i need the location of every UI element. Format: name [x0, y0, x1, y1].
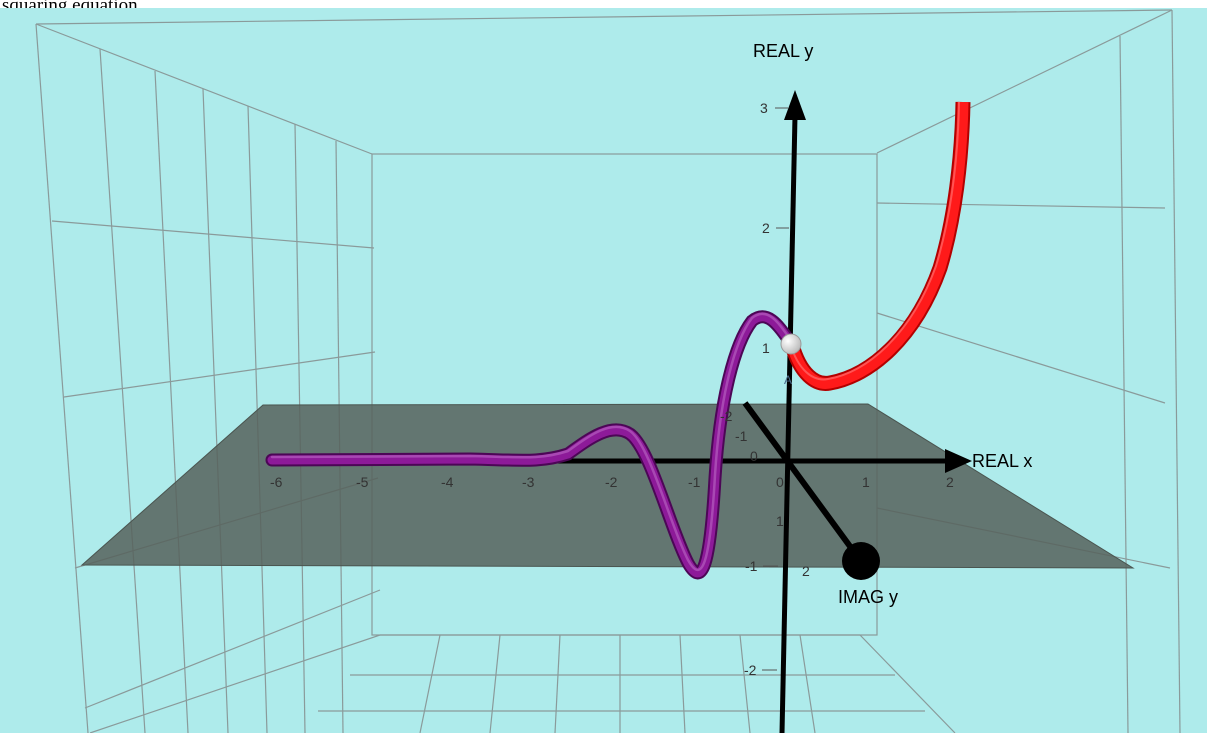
point-a[interactable]	[780, 333, 802, 355]
tick-x-neg4: -4	[441, 474, 454, 490]
tick-iy-0: 0	[750, 448, 758, 464]
background	[0, 8, 1207, 733]
real-y-axis-label: REAL y	[753, 41, 813, 61]
grid-box	[35, 9, 1181, 733]
xy-plane	[80, 403, 1135, 569]
tick-iy-neg2: -2	[720, 408, 733, 424]
imag-y-ticks: -2 -1 0 1 2 A	[720, 373, 810, 579]
imag-y-axis	[742, 401, 880, 580]
tick-iy-2: 2	[802, 563, 810, 579]
tick-y-2: 2	[762, 220, 770, 236]
tick-x-neg6: -6	[270, 474, 283, 490]
origin-label-a: A	[784, 373, 792, 387]
real-y-arrow-icon	[784, 90, 806, 120]
tick-x-0: 0	[776, 474, 784, 490]
real-x-arrow-icon	[945, 449, 972, 473]
real-y-ticks: 3 2 1 -1 -2	[744, 100, 789, 678]
tick-y-neg1: -1	[745, 558, 758, 574]
complex-curve[interactable]	[265, 310, 797, 580]
tick-x-2: 2	[946, 474, 954, 490]
tick-x-neg2: -2	[605, 474, 618, 490]
real-x-axis-label: REAL x	[972, 451, 1032, 471]
tick-x-neg5: -5	[356, 474, 369, 490]
tick-iy-1: 1	[776, 513, 784, 529]
real-x-ticks: -6 -5 -4 -3 -2 -1 0 1 2	[270, 474, 954, 490]
tick-y-neg2: -2	[744, 662, 757, 678]
tick-y-3: 3	[760, 100, 768, 116]
imag-y-endpoint-icon	[842, 542, 880, 580]
imag-y-axis-label: IMAG y	[838, 587, 898, 607]
tick-x-neg1: -1	[688, 474, 701, 490]
real-x-axis	[520, 449, 972, 473]
tick-x-neg3: -3	[522, 474, 535, 490]
page-caption: squaring equation	[2, 0, 138, 8]
real-y-axis	[779, 90, 806, 733]
real-curve[interactable]	[784, 101, 971, 391]
tick-x-1: 1	[862, 474, 870, 490]
tick-iy-neg1: -1	[735, 428, 748, 444]
tick-y-1: 1	[762, 340, 770, 356]
3d-graph-view[interactable]: -6 -5 -4 -3 -2 -1 0 1 2 3 2 1 -1 -2 -2 -…	[0, 8, 1207, 733]
